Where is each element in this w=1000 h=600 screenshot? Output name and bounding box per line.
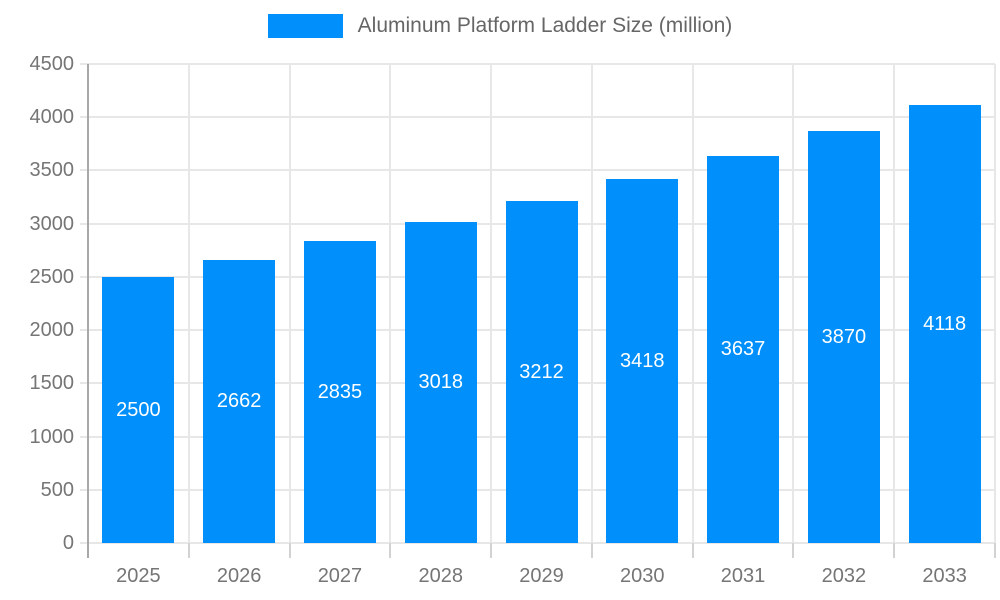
bar-2026[interactable]	[203, 259, 276, 543]
gridline-horizontal	[80, 169, 995, 172]
bar-value-label: 2835	[317, 381, 363, 404]
gridline-vertical	[389, 64, 392, 543]
x-axis-tick-mark	[893, 543, 896, 558]
bar-value-label: 2500	[116, 398, 161, 421]
gridline-vertical	[490, 64, 493, 543]
bar-2033[interactable]	[908, 104, 981, 543]
bar-value-label: 3018	[418, 371, 463, 394]
y-axis-tick-label: 1500	[29, 372, 75, 395]
x-axis-tick-label: 2030	[620, 565, 665, 587]
bar-2028[interactable]	[404, 221, 477, 543]
x-axis-tick-mark	[792, 543, 795, 558]
y-axis-tick-label: 4000	[29, 106, 75, 129]
gridline-horizontal	[80, 116, 995, 119]
y-axis-tick-label: 2500	[29, 265, 75, 288]
bar-2032[interactable]	[807, 131, 880, 543]
x-axis-tick-mark	[288, 543, 291, 558]
x-axis-tick-label: 2027	[317, 565, 363, 587]
gridline-horizontal	[80, 542, 995, 544]
bar-2025[interactable]	[102, 276, 175, 543]
legend-item[interactable]: Aluminum Platform Ladder Size (million)	[0, 14, 1000, 38]
x-axis-tick-mark	[590, 543, 593, 558]
bar-2027[interactable]	[303, 241, 376, 543]
x-axis-tick-label: 2032	[821, 565, 867, 587]
y-axis-tick-label: 3500	[29, 159, 75, 182]
x-axis-tick-mark	[490, 543, 493, 558]
gridline-vertical	[994, 64, 996, 543]
bar-2029[interactable]	[505, 201, 578, 543]
bar-value-label: 2662	[216, 390, 262, 413]
x-axis-tick-mark	[87, 543, 89, 558]
gridline-vertical	[288, 64, 291, 543]
x-axis-tick-label: 2025	[116, 565, 161, 587]
x-axis-tick-label: 2029	[519, 565, 564, 587]
gridline-horizontal	[80, 63, 995, 65]
y-axis-tick-label: 2000	[29, 319, 75, 342]
x-axis-tick-label: 2033	[922, 565, 967, 587]
bar-value-label: 4118	[923, 312, 967, 335]
y-axis-tick-label: 500	[40, 478, 74, 501]
y-axis-tick-label: 4500	[29, 53, 75, 75]
y-axis-tick-label: 3000	[29, 212, 75, 235]
bar-2030[interactable]	[606, 179, 679, 543]
x-axis-tick-mark	[691, 543, 694, 558]
gridline-vertical	[893, 64, 896, 543]
legend-swatch	[267, 14, 343, 38]
x-axis-tick-label: 2031	[720, 565, 766, 587]
bar-value-label: 3637	[720, 338, 766, 361]
x-axis-tick-mark	[389, 543, 392, 558]
y-axis-line	[87, 64, 89, 543]
gridline-vertical	[691, 64, 694, 543]
gridline-vertical	[792, 64, 795, 543]
bar-value-label: 3212	[519, 361, 564, 384]
x-axis-tick-mark	[994, 543, 996, 558]
x-axis-tick-mark	[187, 543, 190, 558]
gridline-vertical	[590, 64, 593, 543]
y-axis-tick-label: 1000	[29, 425, 75, 448]
gridline-vertical	[187, 64, 190, 543]
x-axis-tick-label: 2026	[216, 565, 262, 587]
bar-2031[interactable]	[707, 155, 780, 543]
bar-value-label: 3418	[620, 350, 665, 373]
y-axis-tick-label: 0	[62, 532, 74, 554]
x-axis-tick-label: 2028	[418, 565, 463, 587]
legend-label: Aluminum Platform Ladder Size (million)	[357, 14, 733, 37]
bar-value-label: 3870	[821, 326, 867, 349]
